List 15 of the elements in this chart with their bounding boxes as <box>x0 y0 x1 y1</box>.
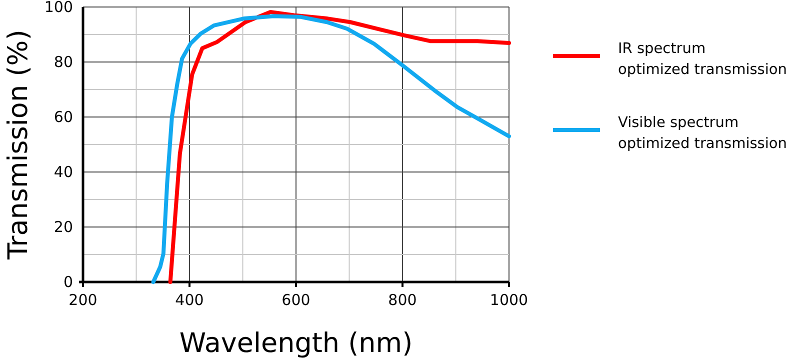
y-tick-label: 100 <box>44 0 73 16</box>
y-tick-label: 80 <box>54 53 73 71</box>
x-tick-label: 600 <box>282 291 310 309</box>
x-tick-label: 200 <box>68 291 98 309</box>
x-axis-title: Wavelength (nm) <box>179 328 413 359</box>
legend-label: IR spectrum optimized transmission <box>618 41 787 78</box>
y-tick-label: 40 <box>54 163 73 181</box>
x-tick-label: 1000 <box>490 291 528 309</box>
y-tick-label: 60 <box>54 108 73 126</box>
y-tick-label: 20 <box>54 218 73 236</box>
legend-label: Visible spectrum optimized transmission <box>618 115 787 152</box>
y-tick-label: 0 <box>63 273 73 291</box>
x-tick-label: 800 <box>388 291 417 309</box>
y-axis-title: Transmission (%) <box>3 30 34 260</box>
x-tick-label: 400 <box>175 291 204 309</box>
